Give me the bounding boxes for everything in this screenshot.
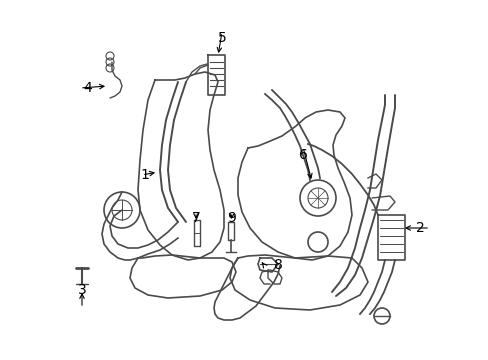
Text: 1: 1 (140, 168, 149, 182)
Text: 6: 6 (298, 148, 307, 162)
Text: 7: 7 (191, 211, 200, 225)
Text: 2: 2 (415, 221, 424, 235)
Text: 9: 9 (227, 211, 236, 225)
Text: 5: 5 (217, 31, 226, 45)
Text: 4: 4 (83, 81, 92, 95)
Text: 3: 3 (78, 283, 86, 297)
Text: 8: 8 (273, 258, 282, 272)
